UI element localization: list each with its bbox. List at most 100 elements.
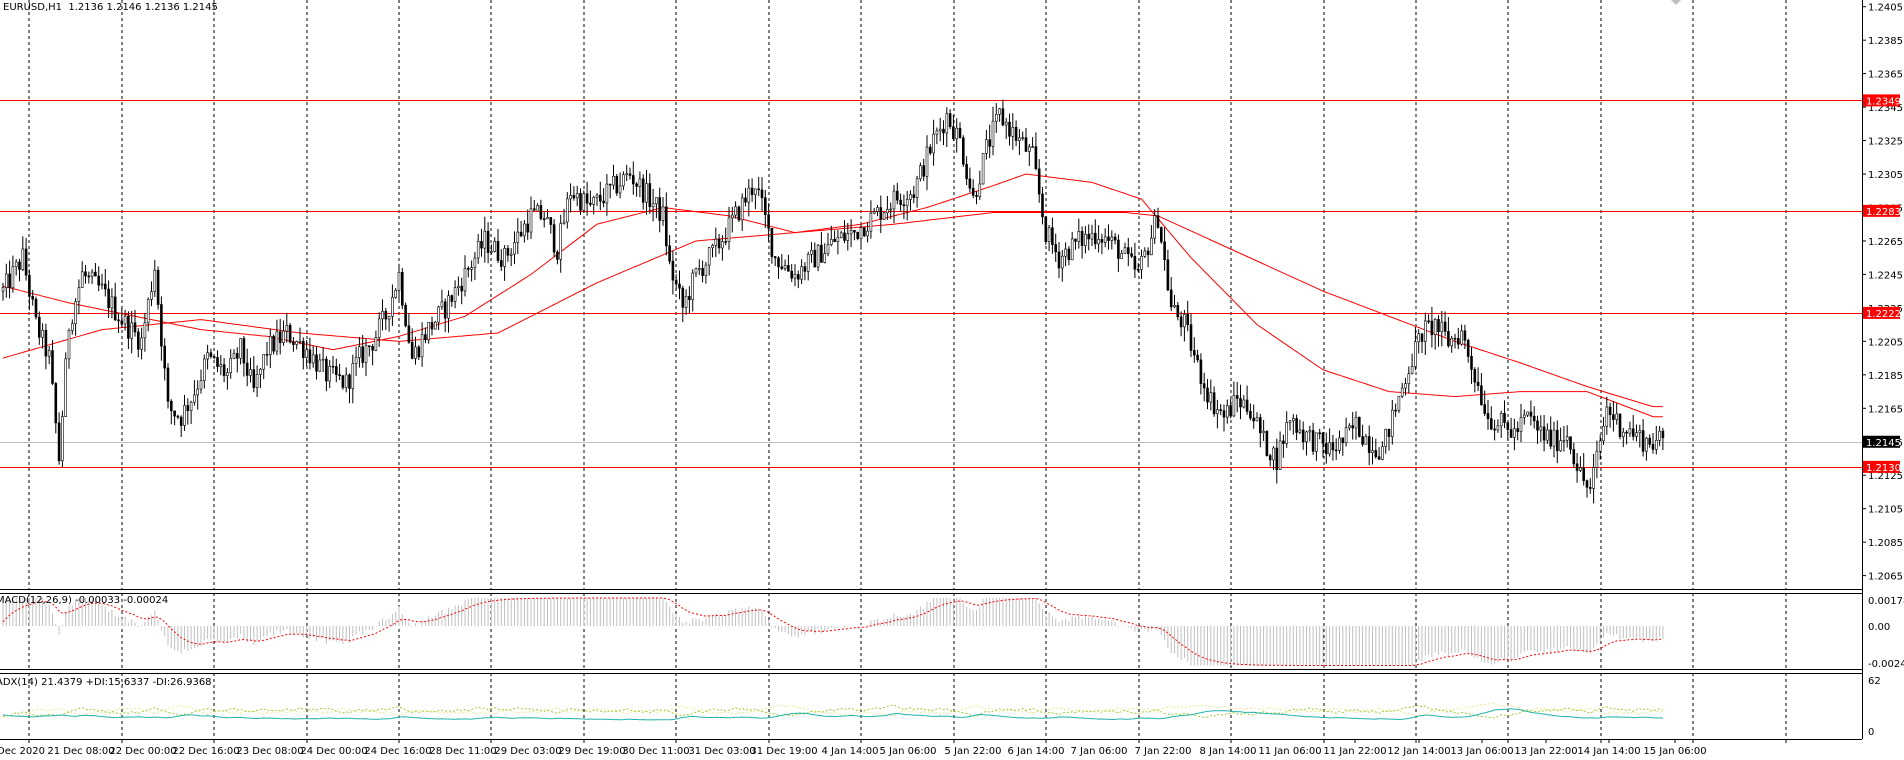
candle-body (414, 346, 417, 359)
candle-body (1374, 450, 1378, 457)
candle-body (1001, 108, 1005, 126)
candle-body (381, 310, 384, 320)
candle-body (684, 296, 688, 308)
candle-body (400, 271, 404, 306)
candle-body (146, 299, 150, 324)
price-tick-label: 1.2265 (1868, 237, 1903, 248)
price-tick-label: 1.2325 (1868, 137, 1903, 148)
candle-body (1582, 467, 1585, 481)
candle-body (806, 253, 810, 272)
candle-body (387, 315, 391, 320)
candle-body (1407, 373, 1411, 385)
candle-body (447, 295, 450, 319)
candle-body (31, 296, 35, 300)
candle-body (565, 198, 569, 223)
candle-body (361, 346, 365, 363)
candle-body (209, 352, 213, 357)
candle-body (691, 272, 695, 300)
candle-body (490, 251, 493, 253)
candle-body (1437, 319, 1440, 333)
candle-body (196, 388, 199, 396)
candle-body (598, 194, 602, 202)
candle-body (994, 113, 998, 122)
candle-body (143, 322, 147, 339)
candle-body (1542, 426, 1546, 441)
candle-body (1410, 366, 1414, 375)
candle-body (539, 205, 543, 220)
candle-body (1179, 316, 1183, 328)
candle-body (1420, 333, 1424, 342)
candle-body (1470, 356, 1473, 370)
time-tick-label: 30 Dec 11:00 (622, 746, 689, 757)
candle-body (1169, 289, 1173, 308)
candle-body (24, 248, 28, 276)
candle-body (265, 354, 269, 356)
candle-body (1044, 216, 1048, 242)
candle-body (585, 193, 589, 204)
macd-axis-label: 0.00 (1868, 622, 1890, 633)
level-lines[interactable] (0, 100, 1862, 468)
candlesticks (1, 99, 1665, 504)
candle-body (925, 146, 929, 177)
candle-body (562, 221, 566, 224)
macd-info-header: MACD(12,26,9) -0.00033 -0.00024 (0, 595, 169, 606)
candle-body (737, 206, 741, 221)
candle-body (1288, 420, 1292, 423)
candle-body (1229, 405, 1232, 417)
candle-body (1536, 420, 1539, 431)
candle-body (1635, 432, 1638, 437)
time-tick-label: 7 Jan 22:00 (1135, 746, 1192, 757)
candle-body (1259, 417, 1262, 434)
candle-body (496, 241, 500, 261)
candle-body (895, 190, 899, 201)
candle-body (427, 322, 431, 340)
candle-body (71, 323, 74, 331)
candle-body (1552, 429, 1556, 447)
candle-body (826, 244, 830, 254)
candle-body (1367, 436, 1371, 453)
candle-body (1074, 238, 1077, 242)
candle-body (1325, 443, 1328, 455)
candle-body (717, 238, 721, 249)
candle-body (249, 369, 252, 376)
candle-body (216, 357, 219, 367)
candle-body (130, 322, 133, 339)
candle-body (1232, 395, 1236, 417)
candle-body (1645, 437, 1648, 452)
candle-body (1186, 314, 1189, 325)
candle-body (516, 231, 520, 243)
candle-body (1034, 146, 1038, 170)
candle-body (704, 264, 708, 276)
time-tick-label: 11 Jan 22:00 (1323, 746, 1386, 757)
time-tick-label: 15 Jan 06:00 (1643, 746, 1706, 757)
candle-body (1150, 237, 1153, 256)
price-tick-label: 1.2165 (1868, 404, 1903, 415)
candle-body (1384, 428, 1387, 447)
price-tick-label: 1.2385 (1868, 36, 1903, 47)
candle-body (1585, 480, 1589, 488)
candle-body (833, 238, 836, 243)
candle-body (1572, 449, 1576, 465)
candle-body (1173, 305, 1176, 308)
grid-layer (28, 0, 1787, 739)
candle-body (628, 173, 632, 176)
candle-body (1334, 449, 1338, 452)
candle-body (1011, 126, 1015, 137)
candle-body (1140, 256, 1143, 270)
candle-body (417, 346, 421, 358)
candle-body (1506, 422, 1510, 430)
candle-body (767, 214, 770, 229)
candle-body (1480, 385, 1483, 405)
candle-body (1622, 431, 1625, 437)
candle-body (1404, 383, 1407, 389)
candle-body (810, 249, 813, 255)
candle-body (1127, 247, 1130, 255)
candle-body (750, 187, 754, 195)
candle-body (1638, 430, 1642, 434)
candle-body (1391, 409, 1394, 437)
time-tick-label: 12 Jan 14:00 (1387, 746, 1450, 757)
candle-body (305, 349, 308, 358)
candle-body (150, 291, 153, 300)
candle-body (783, 265, 787, 269)
